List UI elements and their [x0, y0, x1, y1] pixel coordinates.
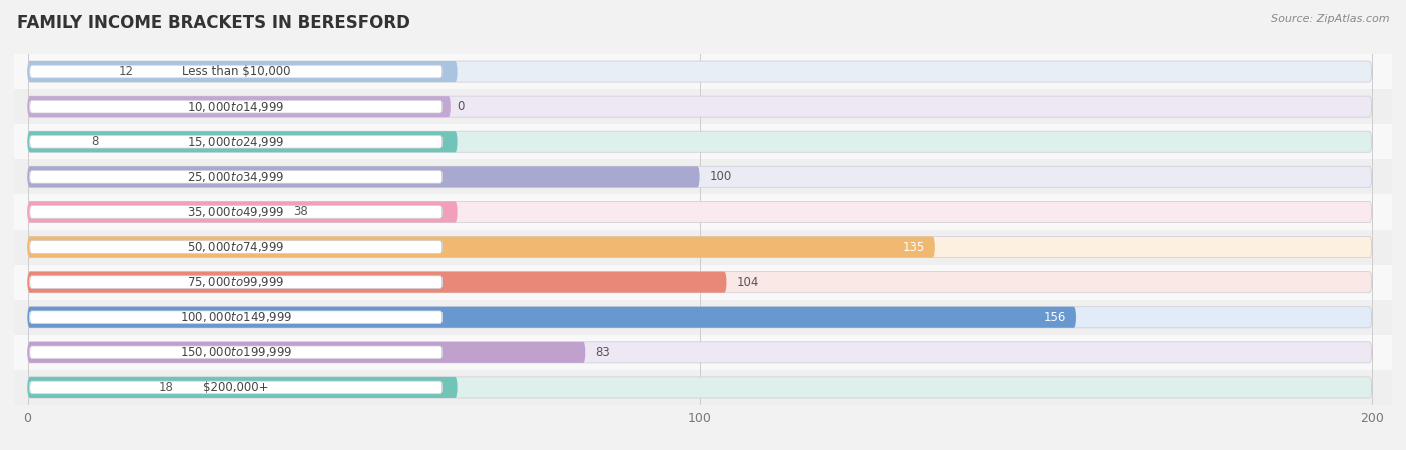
- Bar: [14, 194, 1392, 230]
- FancyBboxPatch shape: [28, 131, 458, 152]
- Bar: [14, 230, 1392, 265]
- FancyBboxPatch shape: [30, 311, 443, 324]
- FancyBboxPatch shape: [30, 135, 443, 148]
- FancyBboxPatch shape: [28, 96, 1372, 117]
- Text: 100: 100: [710, 171, 733, 183]
- FancyBboxPatch shape: [30, 171, 443, 183]
- FancyBboxPatch shape: [30, 381, 443, 394]
- Text: 83: 83: [596, 346, 610, 359]
- FancyBboxPatch shape: [28, 166, 700, 187]
- Bar: [14, 159, 1392, 194]
- Bar: [14, 335, 1392, 370]
- Text: $100,000 to $149,999: $100,000 to $149,999: [180, 310, 292, 324]
- FancyBboxPatch shape: [28, 61, 1372, 82]
- FancyBboxPatch shape: [28, 237, 935, 257]
- Bar: [14, 124, 1392, 159]
- Text: Less than $10,000: Less than $10,000: [181, 65, 290, 78]
- FancyBboxPatch shape: [28, 272, 1372, 292]
- Text: 135: 135: [903, 241, 925, 253]
- FancyBboxPatch shape: [28, 202, 1372, 222]
- Text: Source: ZipAtlas.com: Source: ZipAtlas.com: [1271, 14, 1389, 23]
- FancyBboxPatch shape: [28, 61, 458, 82]
- FancyBboxPatch shape: [28, 131, 1372, 152]
- Bar: [14, 265, 1392, 300]
- Bar: [14, 89, 1392, 124]
- FancyBboxPatch shape: [28, 342, 585, 363]
- Bar: [14, 300, 1392, 335]
- FancyBboxPatch shape: [30, 346, 443, 359]
- Text: 8: 8: [91, 135, 98, 148]
- Text: $200,000+: $200,000+: [202, 381, 269, 394]
- FancyBboxPatch shape: [28, 307, 1076, 328]
- Bar: [14, 54, 1392, 89]
- Text: $150,000 to $199,999: $150,000 to $199,999: [180, 345, 292, 360]
- FancyBboxPatch shape: [30, 206, 443, 218]
- FancyBboxPatch shape: [28, 166, 1372, 187]
- Text: 156: 156: [1043, 311, 1066, 324]
- FancyBboxPatch shape: [30, 65, 443, 78]
- FancyBboxPatch shape: [28, 377, 458, 398]
- Text: 0: 0: [458, 100, 465, 113]
- FancyBboxPatch shape: [28, 272, 727, 292]
- Text: $35,000 to $49,999: $35,000 to $49,999: [187, 205, 284, 219]
- FancyBboxPatch shape: [28, 342, 1372, 363]
- FancyBboxPatch shape: [28, 307, 1372, 328]
- FancyBboxPatch shape: [28, 237, 1372, 257]
- Text: $10,000 to $14,999: $10,000 to $14,999: [187, 99, 284, 114]
- FancyBboxPatch shape: [28, 202, 458, 222]
- FancyBboxPatch shape: [28, 96, 451, 117]
- Text: $75,000 to $99,999: $75,000 to $99,999: [187, 275, 284, 289]
- Text: $15,000 to $24,999: $15,000 to $24,999: [187, 135, 284, 149]
- Text: 18: 18: [159, 381, 173, 394]
- FancyBboxPatch shape: [30, 100, 443, 113]
- Bar: [14, 370, 1392, 405]
- Text: 38: 38: [292, 206, 308, 218]
- FancyBboxPatch shape: [30, 241, 443, 253]
- Text: 104: 104: [737, 276, 759, 288]
- Text: $25,000 to $34,999: $25,000 to $34,999: [187, 170, 284, 184]
- FancyBboxPatch shape: [30, 276, 443, 288]
- FancyBboxPatch shape: [28, 377, 1372, 398]
- Text: $50,000 to $74,999: $50,000 to $74,999: [187, 240, 284, 254]
- Text: 12: 12: [118, 65, 134, 78]
- Text: FAMILY INCOME BRACKETS IN BERESFORD: FAMILY INCOME BRACKETS IN BERESFORD: [17, 14, 409, 32]
